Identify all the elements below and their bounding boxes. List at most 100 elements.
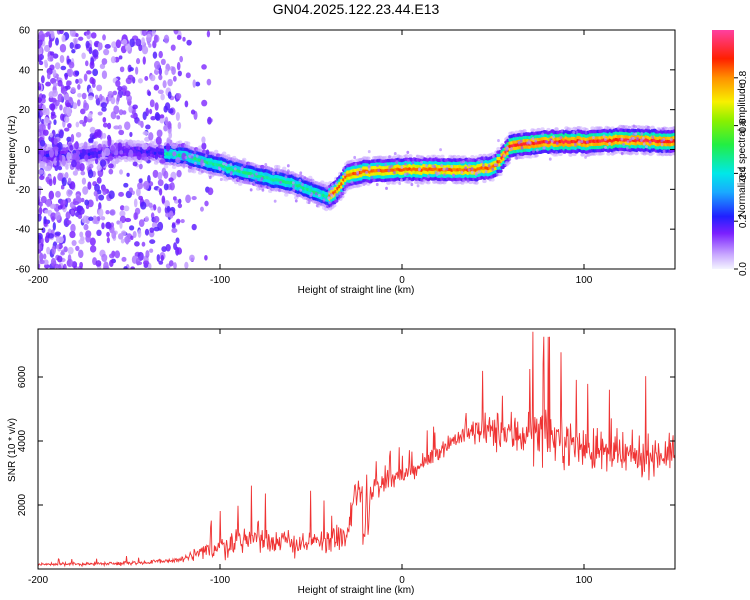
spectrogram-noise-cell xyxy=(171,66,176,75)
spectrogram-noise-cell xyxy=(144,76,149,81)
spectrogram-noise-cell xyxy=(159,159,166,164)
spectrogram-halo-cell xyxy=(395,160,399,164)
spectrogram-halo-cell xyxy=(254,165,258,169)
spectrogram-halo-cell xyxy=(470,170,474,174)
spectrogram-noise-cell xyxy=(204,254,208,261)
spectrogram-noise-cell xyxy=(128,187,133,193)
spectrogram-halo-cell xyxy=(309,194,313,198)
spectrogram-noise-cell xyxy=(119,221,123,229)
spectrogram-halo-cell xyxy=(250,174,254,178)
spectrogram-noise-cell xyxy=(67,246,74,255)
spectrogram-noise-cell xyxy=(112,90,118,96)
spectrogram-noise-cell xyxy=(163,124,168,132)
spectrogram-halo-cell xyxy=(240,167,244,171)
spectrogram-noise-cell xyxy=(54,211,61,221)
snr-x-tick-label: -200 xyxy=(28,575,48,586)
spectrogram-noise-cell xyxy=(98,194,105,201)
spectrogram-noise-cell xyxy=(84,154,89,162)
spectrogram-noise-cell xyxy=(59,43,67,53)
spectrogram-noise-cell xyxy=(143,180,150,190)
spectrogram-noise-cell xyxy=(69,231,76,239)
spectrogram-noise-cell xyxy=(41,227,46,234)
spectrogram-noise-cell xyxy=(39,139,46,147)
spectrogram-noise-cell xyxy=(79,207,85,215)
spectrogram-noise-cell xyxy=(102,116,107,123)
spectrogram-cell xyxy=(358,183,363,188)
spectrogram-halo-cell xyxy=(350,180,354,184)
spectrogram-noise-cell xyxy=(173,30,179,35)
spectrogram-noise-cell xyxy=(83,102,90,111)
spectrogram-noise-cell xyxy=(138,44,143,52)
spectrogram-halo-cell xyxy=(445,167,449,171)
spectrogram-halo-cell xyxy=(406,172,409,176)
spectrogram-cell xyxy=(528,154,533,159)
spectrogram-noise-cell xyxy=(111,230,117,239)
spectrogram-noise-cell xyxy=(176,247,183,255)
spectrogram-halo-cell xyxy=(270,167,274,171)
spectrogram-noise-cell xyxy=(75,78,79,84)
spectrogram-halo-cell xyxy=(247,174,251,179)
spectrogram-noise-cell xyxy=(206,30,211,38)
spectrogram-noise-cell xyxy=(119,169,123,175)
spectrogram-noise-cell xyxy=(74,43,81,50)
spectrogram-halo-cell xyxy=(467,163,471,167)
spectrogram-halo-cell xyxy=(541,132,544,136)
spectrogram-halo-cell xyxy=(229,162,233,167)
spectrogram-halo-cell xyxy=(417,168,421,172)
spectrogram-noise-cell xyxy=(59,104,63,111)
spectrogram-noise-cell xyxy=(133,198,138,208)
spectrogram-noise-cell xyxy=(148,108,153,115)
spectrogram-noise-cell xyxy=(138,219,145,227)
spectrogram-noise-cell xyxy=(129,131,133,138)
spectrogram-halo-cell xyxy=(425,164,428,168)
spectrogram-noise-cell xyxy=(45,165,52,172)
spectrogram-noise-cell xyxy=(69,144,74,151)
spectrogram-noise-cell xyxy=(57,79,63,87)
spectrogram-noise-cell xyxy=(41,104,47,114)
spectrogram-noise-cell xyxy=(72,200,80,206)
spectrogram-noise-cell xyxy=(172,151,177,157)
spectrogram-halo-cell xyxy=(243,163,246,167)
spectrogram-halo-cell xyxy=(224,162,228,167)
spectrogram-noise-cell xyxy=(161,195,166,204)
spectrogram-halo-cell xyxy=(398,181,402,186)
spectrogram-halo-cell xyxy=(286,172,290,176)
spectrogram-cell xyxy=(554,127,559,132)
spectrogram-noise-cell xyxy=(135,257,140,266)
spectrogram-noise-cell xyxy=(205,149,210,156)
spectrogram-noise-cell xyxy=(165,143,171,152)
spectrogram-noise-cell xyxy=(176,169,182,178)
spectrogram-halo-cell xyxy=(602,134,606,138)
spectrogram-noise-cell xyxy=(75,245,80,252)
spectrogram-halo-cell xyxy=(641,136,645,140)
spectrogram-noise-cell xyxy=(167,78,173,87)
spectrogram-noise-cell xyxy=(149,248,154,253)
spectrogram-noise-cell xyxy=(144,228,150,236)
spectrogram-halo-cell xyxy=(307,200,311,205)
spectrogram-noise-cell xyxy=(164,102,171,111)
spectrogram-noise-cell xyxy=(175,218,181,224)
spectrogram-noise-cell xyxy=(99,63,106,70)
spectrogram-y-tick-label: 20 xyxy=(19,105,31,116)
spectrogram-noise-cell xyxy=(169,182,175,191)
spectrogram-noise-cell xyxy=(124,217,132,223)
spectrogram-noise-cell xyxy=(114,157,120,165)
spectrogram-noise-cell xyxy=(61,34,66,43)
spectrogram-halo-cell xyxy=(260,176,264,181)
spectrogram-x-tick-label: 100 xyxy=(576,275,593,286)
spectrogram-noise-cell xyxy=(51,245,56,255)
spectrogram-cell xyxy=(398,155,403,159)
spectrogram-noise-cell xyxy=(141,30,147,37)
spectrogram-halo-cell xyxy=(204,154,208,158)
snr-x-tick-label: -100 xyxy=(210,575,230,586)
spectrogram-noise-cell xyxy=(86,30,90,35)
spectrogram-noise-cell xyxy=(39,175,45,181)
spectrogram-noise-cell xyxy=(103,48,110,56)
spectrogram-noise-cell xyxy=(61,177,67,187)
spectrogram-halo-cell xyxy=(377,168,381,173)
spectrogram-cell xyxy=(191,169,197,174)
spectrogram-noise-cell xyxy=(176,34,182,41)
spectrogram-noise-cell xyxy=(101,106,107,112)
spectrogram-noise-cell xyxy=(60,251,65,256)
spectrogram-halo-cell xyxy=(388,155,391,159)
